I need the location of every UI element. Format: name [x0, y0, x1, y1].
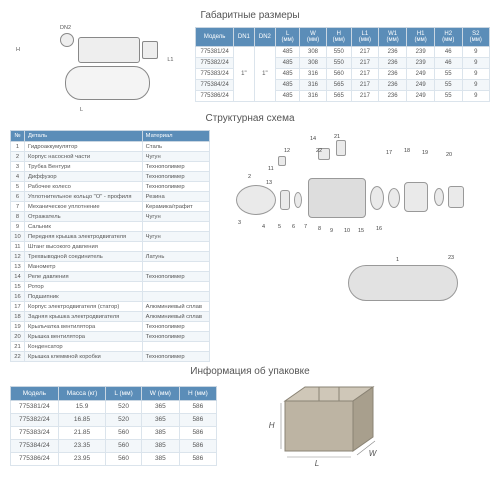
label-h: H	[16, 47, 20, 53]
dimensions-row: DN2 H L L1 МодельDN1DN2L (мм)W (мм)H (мм…	[10, 27, 490, 109]
table-row: 18Задняя крышка электродвигателяАлюминие…	[11, 312, 210, 322]
pack-col-header: L (мм)	[106, 386, 141, 400]
label-l: L	[80, 107, 83, 113]
dim-col-header: Модель	[196, 28, 233, 47]
parts-col-header: №	[11, 131, 25, 142]
table-row: 3Трубка ВентуриТехнополимер	[11, 162, 210, 172]
dim-col-header: L1 (мм)	[351, 28, 378, 47]
pump-dimension-diagram: DN2 H L L1	[10, 27, 187, 109]
pack-col-header: Модель	[11, 386, 59, 400]
table-row: 16Подшипник	[11, 292, 210, 302]
table-row: 21Конденсатор	[11, 342, 210, 352]
parts-table: №ДетальМатериал 1ГидроаккумуляторСталь2К…	[10, 130, 210, 362]
table-row: 775382/2416.85520365586	[11, 413, 217, 426]
table-row: 7Механическое уплотнениеКерамика/графит	[11, 202, 210, 212]
table-row: 12Трехвыводной соединительЛатунь	[11, 252, 210, 262]
table-row: 775386/2423.95560385586	[11, 452, 217, 465]
package-box-diagram: H W L	[245, 383, 395, 468]
dim-col-header: DN2	[254, 28, 275, 47]
table-row: 775381/2415.9520365586	[11, 400, 217, 413]
table-row: 10Передняя крышка электродвигателяЧугун	[11, 232, 210, 242]
parts-col-header: Материал	[142, 131, 209, 142]
dimensions-table: МодельDN1DN2L (мм)W (мм)H (мм)L1 (мм)W1 …	[195, 27, 490, 102]
table-row: 2Корпус насосной частиЧугун	[11, 152, 210, 162]
pack-col-header: H (мм)	[179, 386, 216, 400]
table-row: 14Реле давленияТехнополимер	[11, 272, 210, 282]
packaging-row: МодельМасса (кг)L (мм)W (мм)H (мм) 77538…	[10, 383, 490, 468]
table-row: 9Сальник	[11, 222, 210, 232]
table-row: 775383/2421.85560385586	[11, 426, 217, 439]
dim-col-header: W (мм)	[300, 28, 326, 47]
packaging-table: МодельМасса (кг)L (мм)W (мм)H (мм) 77538…	[10, 386, 217, 466]
box-label-h: H	[269, 421, 275, 430]
table-row: 4ДиффузорТехнополимер	[11, 172, 210, 182]
table-row: 19Крыльчатка вентилятораТехнополимер	[11, 322, 210, 332]
dim-col-header: H2 (мм)	[434, 28, 462, 47]
table-row: 5Рабочее колесоТехнополимер	[11, 182, 210, 192]
exploded-view-diagram: 1 2 3 4 5 6 7 8 9 10 11 12 13 14 15 16 1…	[218, 130, 490, 305]
table-row: 11Штанг высокого давления	[11, 242, 210, 252]
pack-col-header: Масса (кг)	[58, 386, 106, 400]
pack-col-header: W (мм)	[141, 386, 179, 400]
box-label-w: W	[369, 449, 377, 458]
table-row: 775384/2423.35560385586	[11, 439, 217, 452]
label-l1: L1	[167, 57, 173, 63]
table-row: 8ОтражательЧугун	[11, 212, 210, 222]
dim-col-header: S2 (мм)	[462, 28, 489, 47]
table-row: 20Крышка вентилятораТехнополимер	[11, 332, 210, 342]
parts-col-header: Деталь	[25, 131, 143, 142]
packaging-title: Информация об упаковке	[10, 366, 490, 377]
dim-col-header: H1 (мм)	[407, 28, 435, 47]
dim-col-header: W1 (мм)	[378, 28, 407, 47]
table-row: 1ГидроаккумуляторСталь	[11, 142, 210, 152]
table-row: 22Крышка клеммной коробкиТехнополимер	[11, 352, 210, 362]
label-dn2: DN2	[60, 25, 71, 31]
dim-col-header: L (мм)	[275, 28, 300, 47]
table-row: 6Уплотнительное кольцо "O" - профиляРези…	[11, 192, 210, 202]
structure-row: №ДетальМатериал 1ГидроаккумуляторСталь2К…	[10, 130, 490, 362]
table-row: 13Манометр	[11, 262, 210, 272]
dim-col-header: H (мм)	[326, 28, 351, 47]
dimensions-title: Габаритные размеры	[10, 10, 490, 21]
table-row: 775381/241"1"485308550217236239469	[196, 47, 490, 58]
box-label-l: L	[315, 459, 319, 468]
table-row: 17Корпус электродвигателя (статор)Алюмин…	[11, 302, 210, 312]
structure-title: Структурная схема	[10, 113, 490, 124]
table-row: 15Ротор	[11, 282, 210, 292]
dim-col-header: DN1	[233, 28, 254, 47]
